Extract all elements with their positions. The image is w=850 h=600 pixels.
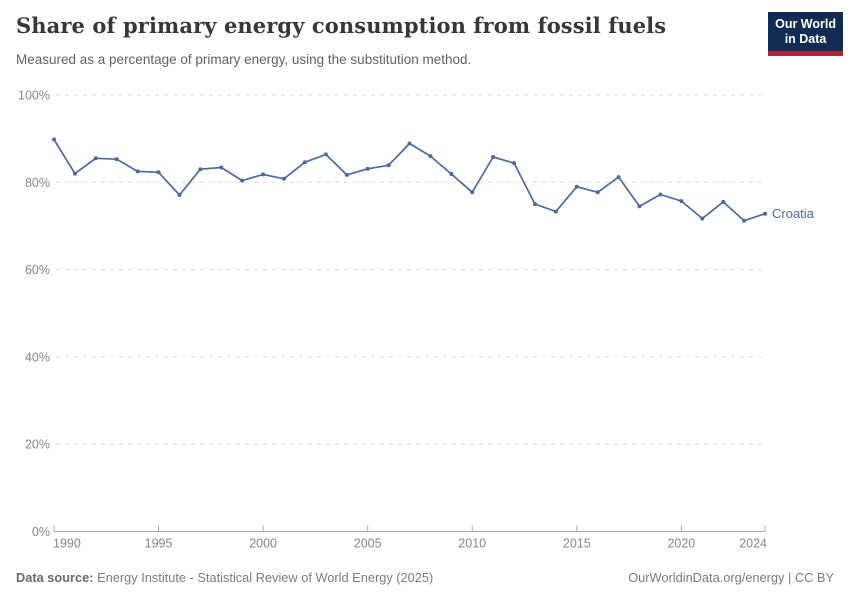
- credit-line: OurWorldinData.org/energy | CC BY: [628, 570, 834, 587]
- data-point[interactable]: [72, 171, 77, 176]
- credit-separator: |: [784, 570, 795, 586]
- x-tick-label: 1990: [53, 537, 81, 551]
- data-point[interactable]: [386, 163, 391, 168]
- data-point[interactable]: [365, 166, 370, 171]
- data-point[interactable]: [700, 216, 705, 221]
- data-point[interactable]: [282, 176, 286, 181]
- data-point[interactable]: [198, 167, 203, 172]
- x-tick-label: 2010: [458, 537, 486, 551]
- data-point[interactable]: [52, 137, 56, 142]
- x-tick-label: 2005: [354, 537, 382, 551]
- data-point[interactable]: [763, 211, 767, 216]
- owid-logo-line1: Our World: [775, 17, 836, 31]
- owid-logo[interactable]: Our World in Data: [768, 12, 843, 56]
- data-point[interactable]: [93, 156, 98, 161]
- data-point[interactable]: [595, 190, 600, 195]
- data-point[interactable]: [449, 172, 454, 176]
- x-tick-label: 2024: [739, 537, 767, 551]
- page-title: Share of primary energy consumption from…: [16, 13, 667, 38]
- y-tick-label: 40%: [25, 350, 50, 364]
- data-point[interactable]: [240, 178, 245, 183]
- data-point[interactable]: [261, 172, 266, 177]
- data-point[interactable]: [533, 202, 537, 207]
- figure-footer: Data source: Energy Institute - Statisti…: [16, 570, 834, 587]
- data-point[interactable]: [323, 152, 328, 157]
- x-tick-label: 1995: [145, 537, 173, 551]
- y-tick-label: 80%: [25, 176, 50, 190]
- license-link[interactable]: CC BY: [794, 570, 834, 586]
- data-point[interactable]: [344, 172, 349, 177]
- data-point[interactable]: [658, 192, 663, 197]
- owid-logo-line2: in Data: [784, 31, 827, 46]
- data-point[interactable]: [470, 190, 475, 195]
- data-point[interactable]: [135, 169, 140, 174]
- data-source-label: Data source:: [16, 570, 94, 586]
- data-point[interactable]: [679, 199, 684, 204]
- x-tick-label: 2020: [667, 537, 695, 551]
- series-line-croatia[interactable]: [53, 138, 766, 222]
- data-point[interactable]: [177, 193, 182, 197]
- data-point[interactable]: [491, 155, 496, 159]
- y-tick-label: 100%: [18, 89, 50, 103]
- owid-link[interactable]: OurWorldinData.org/energy: [628, 570, 785, 586]
- data-point[interactable]: [637, 204, 642, 209]
- data-point[interactable]: [616, 175, 621, 180]
- data-source: Data source: Energy Institute - Statisti…: [16, 570, 433, 587]
- series-label-croatia[interactable]: Croatia: [772, 206, 815, 221]
- data-point[interactable]: [407, 141, 412, 146]
- x-tick-label: 2000: [249, 537, 277, 551]
- data-point[interactable]: [156, 170, 161, 175]
- data-point[interactable]: [742, 218, 747, 223]
- data-point[interactable]: [721, 199, 726, 204]
- y-tick-label: 20%: [25, 438, 50, 452]
- data-point[interactable]: [553, 209, 558, 214]
- data-point[interactable]: [428, 154, 433, 159]
- y-tick-label: 60%: [25, 263, 50, 277]
- data-point[interactable]: [219, 165, 224, 170]
- data-source-text: Energy Institute - Statistical Review of…: [97, 570, 434, 586]
- data-point[interactable]: [114, 157, 119, 162]
- data-point[interactable]: [512, 161, 517, 166]
- data-point[interactable]: [302, 160, 307, 165]
- y-tick-label: 0%: [32, 525, 50, 539]
- data-point[interactable]: [574, 184, 579, 189]
- x-tick-label: 2015: [563, 537, 591, 551]
- chart-subtitle: Measured as a percentage of primary ener…: [16, 52, 472, 67]
